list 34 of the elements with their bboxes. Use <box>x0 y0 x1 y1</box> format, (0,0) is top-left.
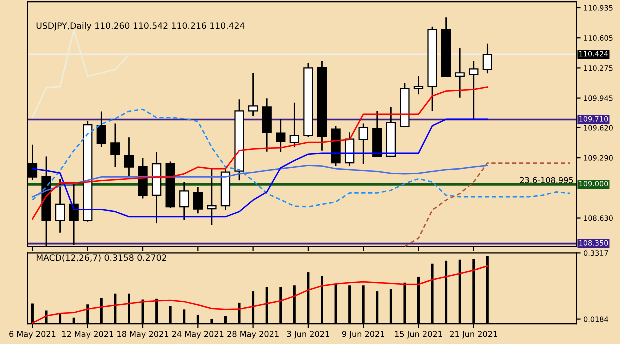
x-tick-label: 15 Jun 2021 <box>395 331 442 339</box>
candlestick <box>290 102 300 148</box>
candlestick <box>110 123 120 168</box>
x-tick-label: 24 May 2021 <box>172 331 224 339</box>
candlestick <box>482 43 493 74</box>
x-tick-label: 18 May 2021 <box>118 331 169 339</box>
line-series <box>32 29 130 118</box>
candlestick <box>276 118 286 154</box>
candlestick <box>193 186 203 214</box>
x-tick-label: 3 Jun 2021 <box>287 331 330 339</box>
annotation: 23.6-108.995 <box>520 177 574 184</box>
x-tick-label: 9 Jun 2021 <box>342 331 385 339</box>
candlestick <box>55 178 66 234</box>
line-series <box>32 165 488 198</box>
line-series <box>32 108 572 208</box>
line-series <box>32 86 488 220</box>
x-tick-label: 21 Jun 2021 <box>450 331 498 339</box>
chart-title: MACD(12,26,7) 0.3158 0.2702 <box>36 254 166 262</box>
candlestick <box>469 60 479 120</box>
candlestick <box>358 123 368 165</box>
candlestick <box>124 136 134 178</box>
text: USDJPY,Daily 110.260 110.542 110.216 110.424 <box>36 22 245 31</box>
candlestick <box>455 48 465 99</box>
candlestick <box>180 182 190 221</box>
candlestick <box>207 168 217 226</box>
candlestick <box>248 72 258 117</box>
candlestick <box>414 76 424 96</box>
line-series <box>404 162 572 247</box>
line-series <box>32 265 488 324</box>
x-tick-label: 28 May 2021 <box>228 331 279 339</box>
x-tick-label: 6 May 2021 <box>10 331 56 339</box>
candlestick <box>344 132 355 168</box>
x-tick-label: 12 May 2021 <box>62 331 114 339</box>
candlestick <box>96 111 106 148</box>
